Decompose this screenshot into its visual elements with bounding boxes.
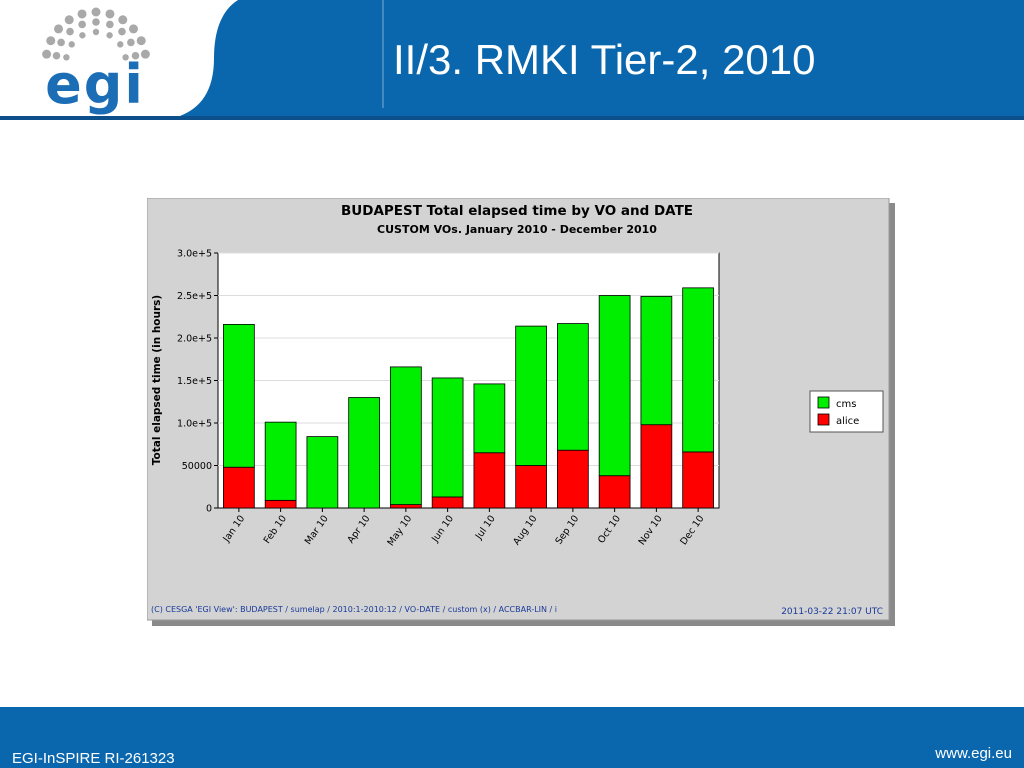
legend-swatch-cms	[817, 396, 830, 409]
y-tick-label: 1.0e+5	[177, 419, 212, 430]
bar-alice	[223, 466, 255, 509]
egi-logo-dots-icon	[42, 7, 150, 61]
logo-dot	[92, 18, 100, 26]
footer-project-id: EGI-InSPIRE RI-261323	[12, 750, 175, 767]
logo-dot	[42, 49, 52, 59]
bar-alice	[682, 451, 714, 509]
logo-dot	[66, 27, 74, 36]
logo-dot	[64, 15, 74, 25]
bar-cms	[306, 436, 339, 509]
logo-dot	[53, 24, 63, 34]
bar-cms	[515, 325, 547, 466]
logo-dot	[136, 36, 146, 46]
bar-alice	[557, 449, 589, 509]
chart: BUDAPEST Total elapsed time by VO and DA…	[147, 198, 895, 626]
bar-cms	[598, 295, 631, 477]
logo-dot	[106, 20, 114, 29]
logo-dot	[117, 41, 124, 48]
y-tick-label: 2.0e+5	[177, 334, 212, 345]
chart-timestamp: 2011-03-22 21:07 UTC	[781, 607, 883, 617]
slide-title: II/3. RMKI Tier-2, 2010	[393, 36, 816, 83]
slide-footer: EGI-InSPIRE RI-261323 www.egi.eu	[0, 707, 1024, 768]
logo-dot	[52, 51, 61, 60]
logo-dot	[118, 27, 126, 36]
bar-cms	[431, 377, 464, 498]
y-axis-label: Total elapsed time (in hours)	[151, 295, 163, 465]
legend-label-cms: cms	[836, 399, 856, 410]
legend: cms alice	[809, 390, 884, 433]
logo-dot	[122, 54, 129, 61]
logo-dot	[118, 15, 128, 25]
bar-cms	[264, 421, 297, 501]
logo-dot	[127, 38, 135, 47]
y-tick-label: 50000	[182, 461, 212, 472]
bar-cms	[682, 287, 714, 453]
bars	[223, 287, 714, 509]
bar-cms	[223, 324, 255, 468]
bar-alice	[390, 504, 422, 509]
logo-dot	[77, 9, 87, 19]
header-rule	[0, 116, 1024, 120]
logo-dot	[79, 32, 86, 39]
logo-dot	[105, 9, 115, 19]
logo-dot	[63, 54, 70, 61]
logo-dot	[131, 51, 140, 60]
logo-panel: egi	[0, 0, 384, 116]
y-tick-label: 0	[206, 504, 212, 515]
y-tick-label: 2.5e+5	[177, 291, 212, 302]
chart-footer-note: (C) CESGA 'EGI View': BUDAPEST / sumelap…	[151, 605, 557, 614]
logo-dot	[140, 49, 150, 59]
bar-alice	[431, 496, 464, 509]
legend-swatch-alice	[817, 413, 830, 426]
egi-logo-wordmark: egi	[45, 53, 145, 116]
legend-label-alice: alice	[836, 416, 859, 427]
bar-cms	[390, 366, 422, 505]
chart-subtitle: CUSTOM VOs. January 2010 - December 2010	[377, 223, 657, 236]
logo-dot	[78, 20, 86, 29]
logo-dot	[129, 24, 139, 34]
logo-dot	[68, 41, 75, 48]
bar-cms	[557, 323, 589, 451]
bar-alice	[598, 475, 631, 509]
y-tick-label: 1.5e+5	[177, 376, 212, 387]
bar-alice	[515, 465, 547, 509]
y-axis-ticks: 0 50000 1.0e+5 1.5e+5 2.0e+5 2.5e+5 3.0e+5	[177, 249, 218, 515]
grid-lines	[218, 252, 719, 466]
logo-dot	[46, 36, 56, 46]
bar-alice	[473, 452, 506, 509]
logo-dot	[91, 7, 101, 17]
footer-website-link[interactable]: www.egi.eu	[935, 745, 1012, 762]
chart-title: BUDAPEST Total elapsed time by VO and DA…	[341, 203, 693, 219]
logo-dot	[106, 32, 113, 39]
y-tick-label: 3.0e+5	[177, 249, 212, 260]
bar-cms	[348, 397, 380, 509]
bar-cms	[473, 383, 506, 454]
logo-dot	[92, 28, 100, 36]
bar-alice	[264, 499, 297, 509]
logo-dot	[57, 38, 65, 47]
bar-cms	[640, 295, 673, 426]
bar-alice	[640, 424, 673, 509]
